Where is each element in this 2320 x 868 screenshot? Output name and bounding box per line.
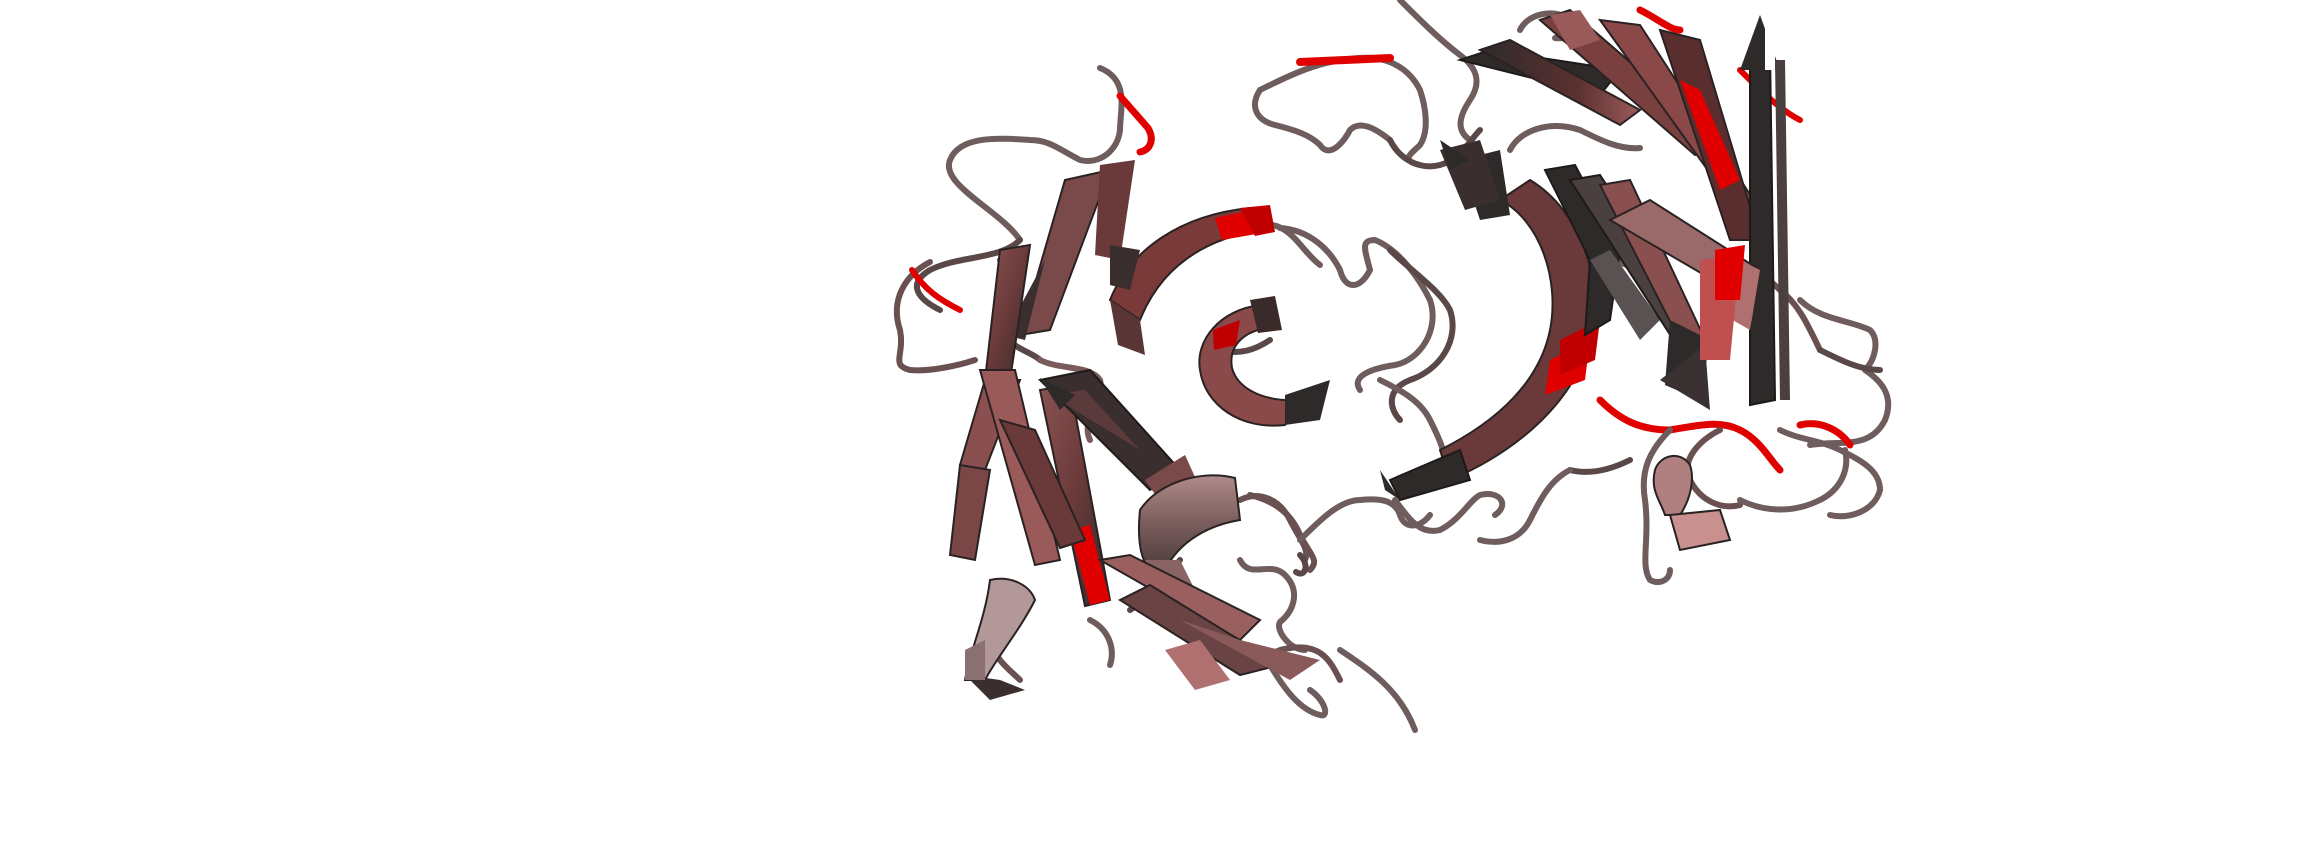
left-arc-strand	[1108, 205, 1275, 355]
right-arc-strand	[1380, 140, 1600, 502]
left-domain	[893, 65, 1418, 733]
right-vertical-strand	[1740, 10, 1790, 407]
right-middle-strands	[1607, 198, 1762, 360]
left-inner-curl	[1198, 296, 1330, 427]
left-lower-sheet	[1097, 553, 1320, 690]
left-coils	[893, 65, 1418, 733]
left-helix-bottom	[963, 577, 1037, 700]
center-coils	[1247, 0, 1506, 577]
right-top-strands	[1456, 8, 1762, 241]
right-domain	[1380, 6, 1892, 585]
left-beta-sheet	[948, 160, 1140, 608]
right-helix-bottom	[1652, 455, 1732, 552]
right-coils	[1477, 6, 1892, 585]
